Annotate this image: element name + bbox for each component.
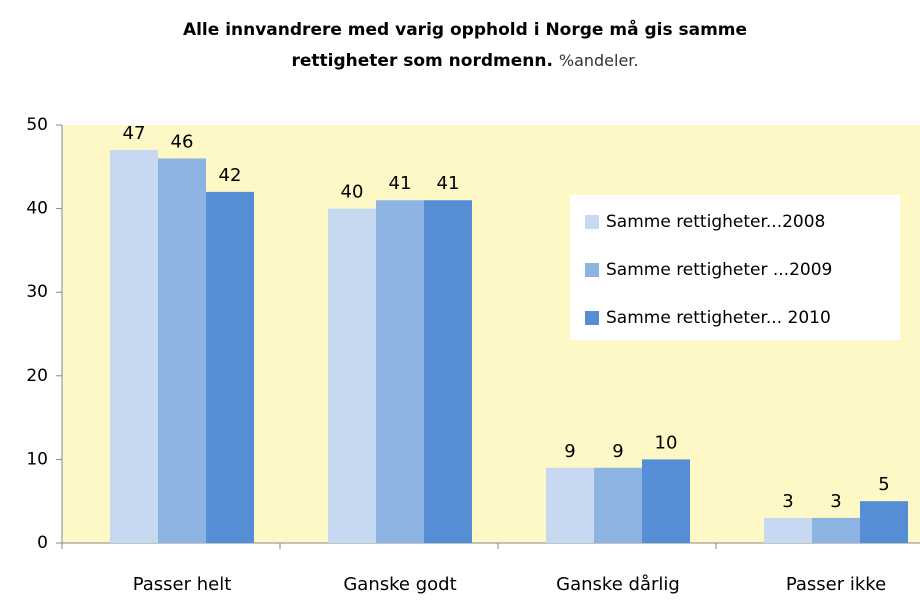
data-label: 42 [219,165,242,186]
bar [424,200,472,544]
legend-box [570,195,900,340]
bar [158,158,206,543]
legend-label: Samme rettigheter... 2010 [606,308,831,328]
data-label: 41 [437,173,460,194]
x-tick-label: Passer helt [133,574,232,595]
data-label: 41 [389,173,412,194]
bar [546,467,594,543]
y-tick-label: 10 [26,449,48,469]
chart-subtitle: %andeler. [559,51,639,70]
legend-swatch [585,215,599,229]
legend-label: Samme rettigheter ...2009 [606,260,832,280]
data-label: 46 [171,131,194,152]
chart-title: rettigheter som nordmenn. [292,51,553,71]
x-tick-label: Ganske godt [343,574,456,595]
x-tick-label: Ganske dårlig [556,574,680,595]
y-tick-label: 20 [26,366,48,386]
bar [860,501,908,543]
bar [642,459,690,543]
data-label: 5 [878,474,889,495]
data-label: 40 [341,182,364,203]
data-label: 9 [564,441,575,462]
data-label: 10 [655,432,678,453]
chart-title: rettigheter som nordmenn. %andeler. [292,51,639,72]
y-tick-label: 30 [26,282,48,302]
bar [812,517,860,543]
data-label: 47 [123,123,146,144]
x-tick-label: Passer ikke [786,574,886,595]
chart-title: Alle innvandrere med varig opphold i Nor… [183,18,747,40]
data-label: 3 [782,491,793,512]
legend-swatch [585,263,599,277]
bar [594,467,642,543]
bar [764,517,812,543]
bar [206,191,254,543]
bar [376,200,424,544]
bar [110,150,158,543]
y-tick-label: 40 [26,199,48,219]
y-tick-label: 0 [37,533,48,553]
legend-label: Samme rettigheter...2008 [606,212,825,232]
bar [328,208,376,543]
legend-swatch [585,311,599,325]
data-label: 3 [830,491,841,512]
data-label: 9 [612,441,623,462]
y-tick-label: 50 [26,115,48,135]
